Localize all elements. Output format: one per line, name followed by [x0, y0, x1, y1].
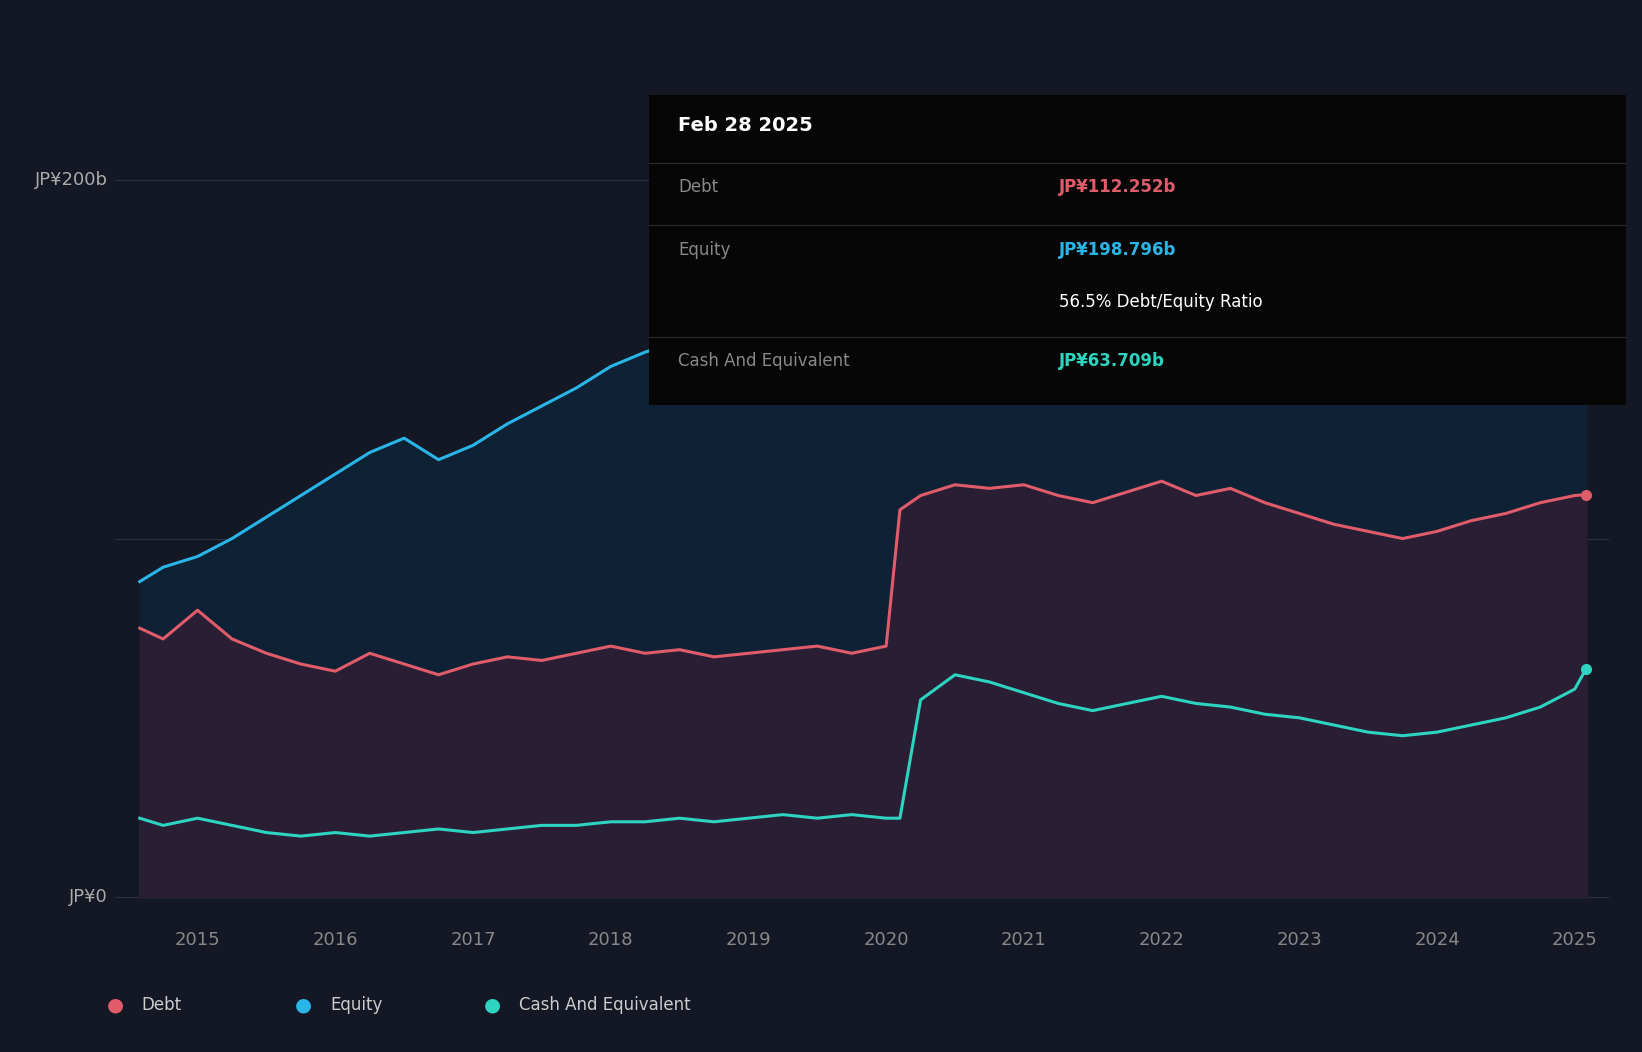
Text: Debt: Debt	[141, 995, 181, 1014]
Text: JP¥198.796b: JP¥198.796b	[1059, 241, 1176, 259]
Text: ●: ●	[107, 995, 123, 1014]
Text: Cash And Equivalent: Cash And Equivalent	[678, 352, 849, 370]
Text: JP¥63.709b: JP¥63.709b	[1059, 352, 1164, 370]
Text: Debt: Debt	[678, 179, 718, 197]
Text: Feb 28 2025: Feb 28 2025	[678, 117, 813, 136]
Text: 56.5% Debt/Equity Ratio: 56.5% Debt/Equity Ratio	[1059, 294, 1263, 311]
Text: Equity: Equity	[330, 995, 383, 1014]
Text: JP¥0: JP¥0	[69, 888, 107, 906]
Text: JP¥200b: JP¥200b	[34, 171, 107, 189]
Text: ●: ●	[296, 995, 312, 1014]
Text: ●: ●	[484, 995, 501, 1014]
Text: Equity: Equity	[678, 241, 731, 259]
Text: Cash And Equivalent: Cash And Equivalent	[519, 995, 691, 1014]
Text: JP¥112.252b: JP¥112.252b	[1059, 179, 1176, 197]
